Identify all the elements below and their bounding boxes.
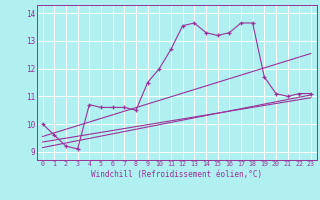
X-axis label: Windchill (Refroidissement éolien,°C): Windchill (Refroidissement éolien,°C) (91, 170, 262, 179)
